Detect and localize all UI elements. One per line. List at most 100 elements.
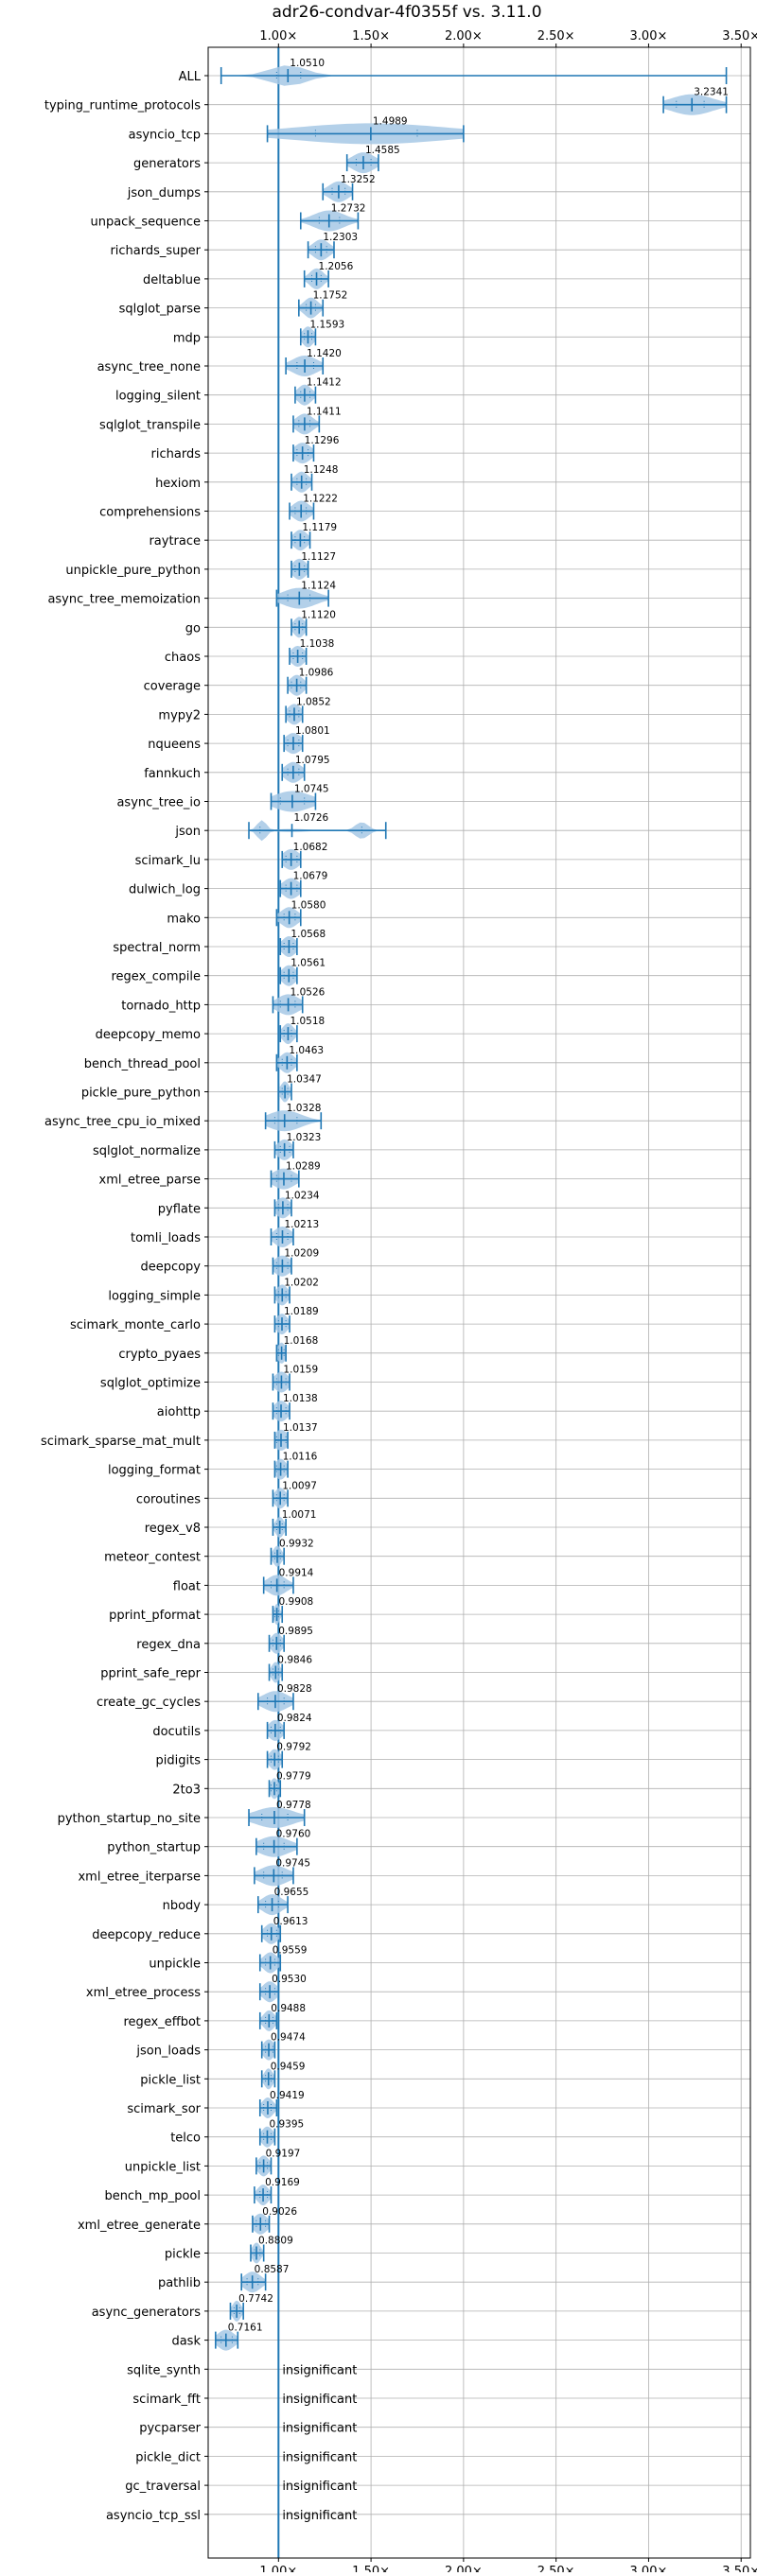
- violin-generators: [345, 152, 379, 174]
- violin-chaos: [289, 646, 308, 667]
- violin-pprint-pformat: [272, 1604, 284, 1626]
- value-label: 0.9778: [276, 1800, 311, 1811]
- y-tick-label: regex_effbot: [123, 2015, 201, 2029]
- insignificant-label: insignificant: [282, 2393, 357, 2407]
- y-tick-label: pickle_pure_python: [81, 1087, 201, 1101]
- y-tick-label: comprehensions: [99, 506, 201, 520]
- y-tick-label: crypto_pyaes: [118, 1348, 201, 1362]
- value-label: 1.2056: [319, 261, 354, 272]
- value-label: 1.0795: [295, 755, 330, 766]
- value-label: 1.0561: [290, 958, 326, 969]
- value-label: 0.9846: [277, 1655, 312, 1666]
- y-tick-label: xml_etree_generate: [78, 2219, 201, 2233]
- violin-scimark-monte-carlo: [273, 1314, 290, 1335]
- y-tick-label: dulwich_log: [129, 883, 201, 897]
- violin-sqlglot-parse: [298, 297, 325, 319]
- y-tick-label: telco: [170, 2132, 201, 2146]
- y-tick-label: asyncio_tcp: [129, 128, 201, 142]
- x-tick-label-bottom: 3.00×: [630, 2565, 668, 2572]
- value-label: 0.9474: [271, 2032, 306, 2044]
- value-label: 1.0347: [287, 1074, 322, 1086]
- violin-logging-silent: [294, 384, 317, 406]
- x-tick-label-top: 3.00×: [630, 29, 668, 44]
- y-tick-label: typing_runtime_protocols: [44, 99, 201, 113]
- violin-hexiom: [290, 471, 313, 493]
- grid: [208, 47, 750, 2558]
- y-tick-label: sqlglot_optimize: [100, 1377, 201, 1391]
- violin-json-dumps: [322, 181, 354, 202]
- y-tick-label: nqueens: [148, 738, 201, 752]
- violin-coroutines: [272, 1488, 289, 1509]
- value-label: 0.9613: [273, 1916, 308, 1927]
- value-label: 1.1412: [307, 377, 342, 389]
- x-tick-label-top: 3.50×: [722, 29, 757, 44]
- violin-dask: [215, 2329, 239, 2351]
- x-tick-label-top: 1.00×: [259, 29, 297, 44]
- value-label: 1.0726: [294, 812, 329, 824]
- violin-unpickle-list: [255, 2155, 273, 2177]
- violin-regex-compile: [279, 965, 298, 986]
- violin-async-tree-cpu-io-mixed: [264, 1110, 323, 1132]
- y-tick-label: tomli_loads: [131, 1231, 201, 1245]
- violin-unpack-sequence: [299, 210, 360, 232]
- value-label: 1.0328: [287, 1103, 322, 1114]
- violin-mdp: [299, 326, 317, 348]
- violin-2to3: [268, 1778, 282, 1800]
- value-label: 0.9824: [277, 1713, 312, 1724]
- y-tick-label: pprint_pformat: [109, 1609, 201, 1623]
- violin-mako: [275, 907, 302, 929]
- violin-logging-simple: [273, 1284, 290, 1306]
- violin-async-tree-none: [285, 356, 325, 376]
- y-tick-label: deepcopy_memo: [96, 1028, 201, 1042]
- value-label: 1.1124: [301, 581, 336, 592]
- violin-deepcopy-reduce: [260, 1923, 282, 1944]
- y-tick-label: sqlglot_transpile: [99, 418, 201, 432]
- violin-xml-etree-process: [258, 1981, 280, 2003]
- violin-float: [262, 1575, 294, 1596]
- x-tick-label-bottom: 1.00×: [259, 2565, 297, 2572]
- insignificant-label: insignificant: [282, 2509, 357, 2523]
- violin-nqueens: [283, 733, 304, 755]
- y-tick-label: logging_simple: [108, 1289, 201, 1303]
- value-label: 1.0116: [283, 1452, 318, 1463]
- y-tick-label: scimark_fft: [132, 2393, 201, 2407]
- insignificant-label: insignificant: [282, 2480, 357, 2494]
- value-label: 0.8587: [255, 2264, 290, 2275]
- y-tick-label: asyncio_tcp_ssl: [106, 2509, 201, 2523]
- y-tick-label: async_tree_cpu_io_mixed: [44, 1115, 201, 1129]
- value-label: 1.0071: [282, 1509, 317, 1521]
- violin-scimark-sparse-mat-mult: [273, 1429, 289, 1451]
- value-label: 0.9792: [276, 1742, 311, 1753]
- violin-deltablue: [303, 268, 329, 289]
- violin-regex-effbot: [258, 2010, 278, 2031]
- violin-aiohttp: [272, 1401, 290, 1422]
- violin-pathlib: [240, 2271, 267, 2293]
- value-label: 1.0159: [283, 1365, 318, 1376]
- y-tick-label: regex_v8: [145, 1522, 201, 1536]
- y-tick-label: coroutines: [136, 1492, 201, 1506]
- value-label: 1.0189: [284, 1306, 319, 1317]
- value-label: 0.9488: [271, 2003, 306, 2014]
- value-label: 0.9395: [269, 2119, 304, 2131]
- value-label: 0.9895: [278, 1626, 313, 1637]
- value-label: 1.2732: [331, 203, 366, 215]
- value-label: 1.1296: [305, 435, 340, 446]
- violin-python-startup: [255, 1836, 298, 1857]
- violin-asyncio-tcp: [266, 123, 465, 145]
- x-tick-label-bottom: 2.50×: [537, 2565, 575, 2572]
- violin-regex-v8: [272, 1517, 287, 1538]
- y-tick-label: richards: [151, 447, 202, 461]
- y-tick-label: deepcopy_reduce: [92, 1928, 201, 1942]
- value-label: 0.9459: [271, 2061, 306, 2072]
- value-label: 1.0137: [283, 1422, 318, 1434]
- y-tick-label: mypy2: [158, 708, 201, 722]
- y-tick-label: dask: [171, 2335, 201, 2349]
- y-tick-label: ALL: [179, 70, 202, 84]
- violin-xml-etree-iterparse: [254, 1865, 294, 1887]
- value-label: 0.9760: [276, 1829, 311, 1840]
- violin-regex-dna: [268, 1632, 285, 1654]
- violin-tornado-http: [272, 994, 304, 1016]
- y-tick-label: scimark_monte_carlo: [70, 1318, 201, 1332]
- violin-crypto-pyaes: [275, 1342, 287, 1364]
- plot-frame: [207, 46, 751, 2559]
